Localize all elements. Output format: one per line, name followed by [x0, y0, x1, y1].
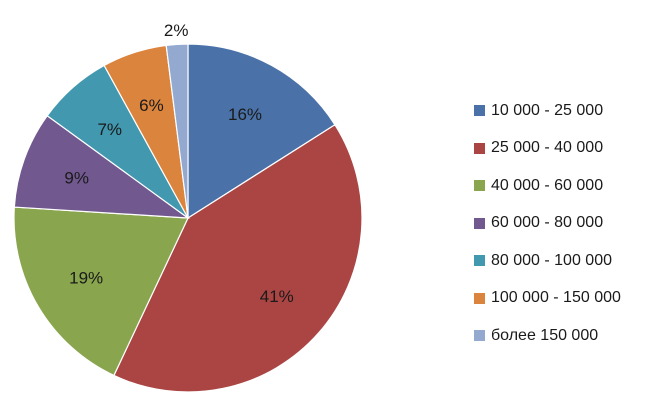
pie-data-label-6: 6%: [139, 96, 164, 115]
legend-item-5: 80 000 - 100 000: [474, 242, 654, 280]
legend-item-1: 10 000 - 25 000: [474, 92, 654, 130]
pie-slices: [13, 43, 363, 393]
legend-swatch-7: [474, 330, 485, 342]
legend-swatch-1: [474, 105, 485, 117]
legend-label-4: 60 000 - 80 000: [491, 214, 604, 232]
pie-slice-2: [113, 123, 363, 393]
pie-data-label-7: 2%: [164, 21, 189, 40]
pie-data-label-3: 19%: [69, 269, 103, 288]
legend-label-1: 10 000 - 25 000: [491, 101, 604, 119]
pie-data-label-5: 7%: [97, 120, 122, 139]
legend-item-7: более 150 000: [474, 317, 654, 355]
pie-slice-3: [13, 206, 189, 377]
legend-label-3: 40 000 - 60 000: [491, 176, 604, 194]
legend-swatch-5: [474, 255, 485, 267]
pie-data-labels: 16% 41% 19% 9% 7% 6% 2%: [64, 21, 293, 306]
legend-swatch-6: [474, 292, 485, 304]
pie-data-label-2: 41%: [260, 287, 294, 306]
legend-swatch-2: [474, 142, 485, 154]
pie-slice-4: [13, 114, 191, 219]
pie-slice-7: [165, 43, 189, 219]
legend-item-4: 60 000 - 80 000: [474, 205, 654, 243]
legend-item-2: 25 000 - 40 000: [474, 130, 654, 168]
pie-data-label-1: 16%: [228, 105, 262, 124]
chart-legend: 10 000 - 25 000 25 000 - 40 000 40 000 - 6…: [474, 92, 654, 355]
pie-slice-1: [187, 43, 336, 220]
legend-item-3: 40 000 - 60 000: [474, 167, 654, 205]
legend-swatch-4: [474, 217, 485, 229]
legend-swatch-3: [474, 180, 485, 192]
legend-label-7: более 150 000: [491, 326, 599, 344]
legend-label-5: 80 000 - 100 000: [491, 251, 612, 269]
pie-data-label-4: 9%: [64, 168, 89, 187]
legend-label-2: 25 000 - 40 000: [491, 139, 604, 157]
legend-item-6: 100 000 - 150 000: [474, 280, 654, 318]
legend-label-6: 100 000 - 150 000: [491, 289, 621, 307]
